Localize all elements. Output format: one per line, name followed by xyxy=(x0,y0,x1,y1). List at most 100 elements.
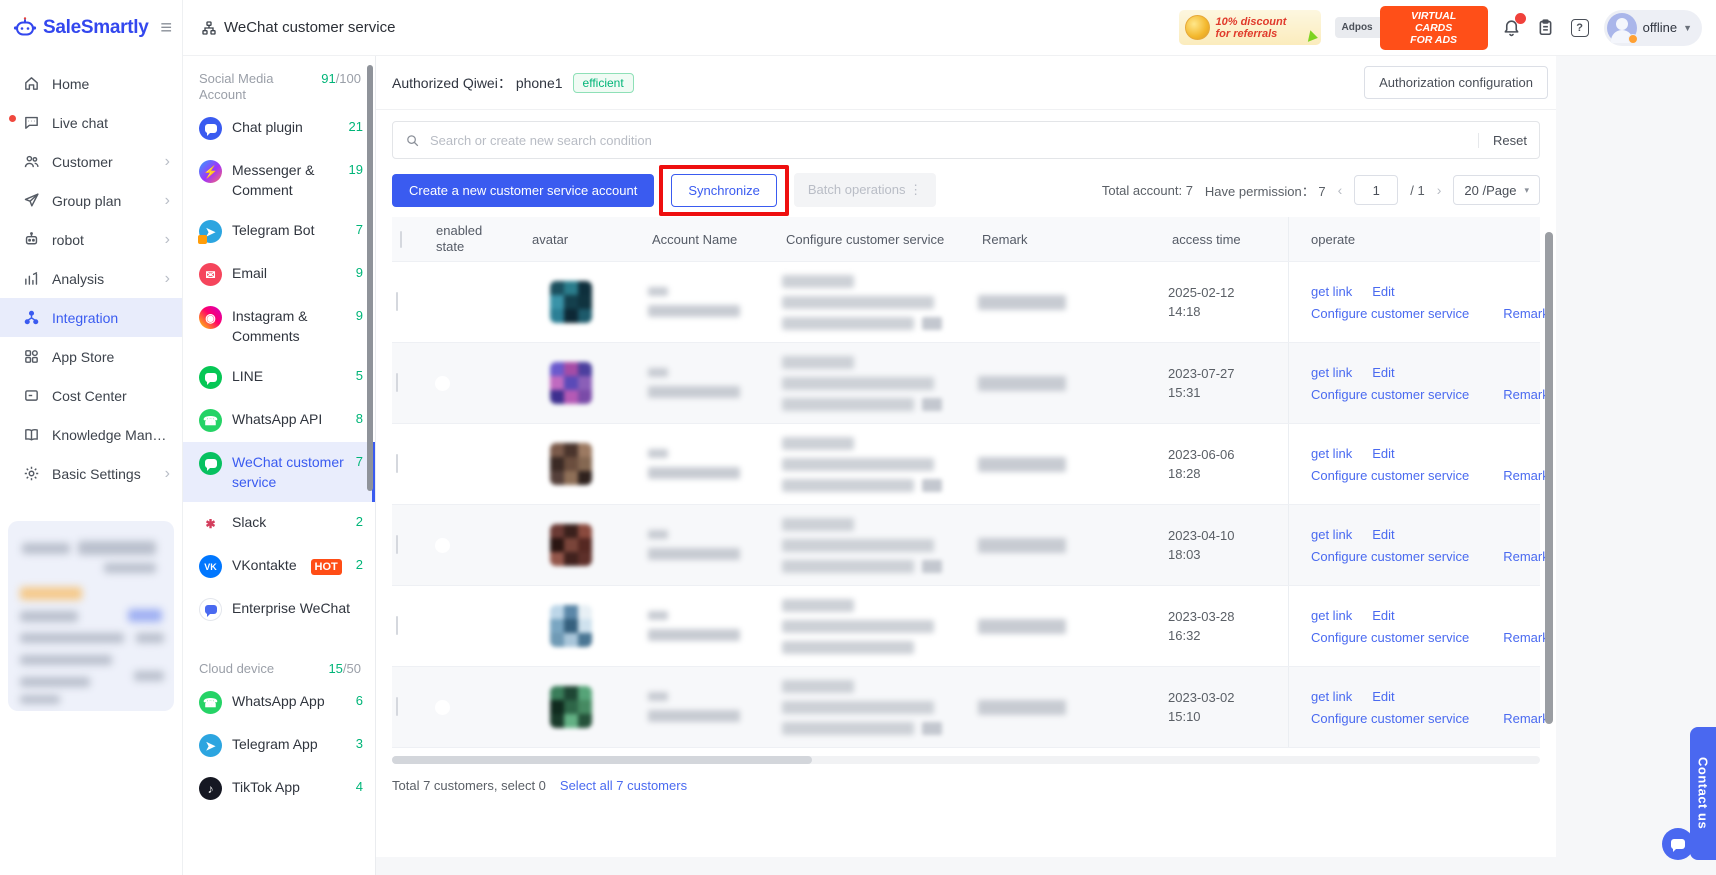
col-enabled-state: enabled state xyxy=(436,223,483,254)
sidebar-item[interactable]: robot › xyxy=(0,220,182,259)
contact-us-tab[interactable]: Contact us xyxy=(1690,727,1716,860)
remark-button[interactable]: Remark xyxy=(1503,548,1549,564)
configure-customer-service-button[interactable]: Configure customer service xyxy=(1311,467,1470,483)
overflow-badge xyxy=(922,397,942,411)
notifications-button[interactable] xyxy=(1502,12,1526,38)
channel-item[interactable]: Enterprise WeChat xyxy=(183,588,375,631)
sidebar-item[interactable]: Knowledge Mana... xyxy=(0,415,182,454)
horizontal-scrollbar[interactable] xyxy=(392,756,1540,764)
edit-button[interactable]: Edit xyxy=(1372,607,1395,623)
notification-badge xyxy=(1514,12,1526,24)
prev-page-button[interactable]: ‹ xyxy=(1337,182,1343,198)
channel-item[interactable]: ☎ WhatsApp API 8 xyxy=(183,399,375,442)
channel-item[interactable]: ♪ TikTok App 4 xyxy=(183,767,375,810)
remark-button[interactable]: Remark xyxy=(1503,305,1549,321)
collapse-sidebar-icon[interactable]: ≡ xyxy=(160,17,172,39)
channel-item[interactable]: Chat plugin 21 xyxy=(183,107,375,150)
hot-badge: HOT xyxy=(310,558,342,575)
user-menu[interactable]: offline ▼ xyxy=(1603,9,1702,46)
get-link-button[interactable]: get link xyxy=(1311,364,1353,380)
total-account-label: Total account: xyxy=(1101,182,1183,198)
channel-name: Chat plugin xyxy=(232,119,303,135)
configure-customer-service-button[interactable]: Configure customer service xyxy=(1311,710,1470,726)
reset-button[interactable]: Reset xyxy=(1478,132,1527,148)
select-all-link[interactable]: Select all 7 customers xyxy=(559,778,688,793)
authorization-configuration-button[interactable]: Authorization configuration xyxy=(1364,66,1548,99)
channel-item[interactable]: ✱ Slack 2 xyxy=(183,502,375,545)
current-page-input[interactable]: 1 xyxy=(1354,175,1399,205)
configure-customer-service-button[interactable]: Configure customer service xyxy=(1311,386,1470,402)
channel-item[interactable]: ⚡ Messenger & Comment 19 xyxy=(183,150,375,210)
row-checkbox[interactable] xyxy=(396,292,398,311)
sidebar-item[interactable]: App Store xyxy=(0,337,182,376)
synchronize-button[interactable]: Synchronize xyxy=(671,173,777,207)
get-link-button[interactable]: get link xyxy=(1311,445,1353,461)
select-all-checkbox[interactable] xyxy=(400,230,402,248)
search-input[interactable]: Search or create new search condition Re… xyxy=(392,121,1540,159)
edit-button[interactable]: Edit xyxy=(1372,526,1395,542)
sidebar-item[interactable]: Cost Center xyxy=(0,376,182,415)
sidebar-item[interactable]: Live chat xyxy=(0,103,182,142)
row-checkbox[interactable] xyxy=(396,535,398,554)
referral-discount-banner[interactable]: 10% discount for referrals xyxy=(1178,10,1321,45)
channel-panel-scrollbar[interactable] xyxy=(367,65,373,491)
sidebar-item[interactable]: Customer › xyxy=(0,142,182,181)
help-button[interactable]: ? xyxy=(1570,18,1590,38)
channel-item[interactable]: ➤ Telegram App 3 xyxy=(183,724,375,767)
sidebar-item[interactable]: Group plan › xyxy=(0,181,182,220)
sidebar-item[interactable]: Home xyxy=(0,64,182,103)
row-checkbox[interactable] xyxy=(396,697,398,716)
sidebar-item[interactable]: Integration xyxy=(0,298,182,337)
remark-button[interactable]: Remark xyxy=(1503,629,1549,645)
edit-button[interactable]: Edit xyxy=(1372,688,1395,704)
edit-button[interactable]: Edit xyxy=(1372,364,1395,380)
sidebar-item-icon xyxy=(23,153,40,170)
get-link-button[interactable]: get link xyxy=(1311,283,1353,299)
channel-item[interactable]: ☎ WhatsApp App 6 xyxy=(183,681,375,724)
configure-customer-service-button[interactable]: Configure customer service xyxy=(1311,548,1470,564)
channel-name: WhatsApp API xyxy=(232,411,323,427)
page-size-select[interactable]: 20 /Page ▾ xyxy=(1453,175,1540,205)
channel-icon: ➤ xyxy=(198,220,222,244)
channel-item[interactable]: VK VKontakte HOT 2 xyxy=(183,545,375,588)
get-link-button[interactable]: get link xyxy=(1311,526,1353,542)
play-icon xyxy=(1307,30,1319,44)
sidebar-item[interactable]: Analysis › xyxy=(0,259,182,298)
tasks-button[interactable] xyxy=(1536,18,1556,38)
chat-widget-button[interactable] xyxy=(1662,828,1694,860)
row-checkbox[interactable] xyxy=(396,616,398,635)
access-clock: 18:03 xyxy=(1168,547,1201,562)
configure-customer-service-button[interactable]: Configure customer service xyxy=(1311,305,1470,321)
configure-customer-service-button[interactable]: Configure customer service xyxy=(1311,629,1470,645)
get-link-button[interactable]: get link xyxy=(1311,607,1353,623)
channel-item[interactable]: ✉ Email 9 xyxy=(183,253,375,296)
channel-icon xyxy=(199,117,222,140)
horizontal-scrollbar-thumb[interactable] xyxy=(392,756,812,764)
batch-operations-button[interactable]: Batch operations ⋮ xyxy=(793,173,937,207)
remark-button[interactable]: Remark xyxy=(1503,710,1549,726)
channel-item[interactable]: ➤ Telegram Bot 7 xyxy=(183,210,375,253)
next-page-button[interactable]: › xyxy=(1436,182,1442,198)
vertical-scrollbar[interactable] xyxy=(1545,232,1553,724)
channel-item[interactable]: WeChat customer service 7 xyxy=(183,442,375,502)
have-permission-value: 7 xyxy=(1318,183,1326,199)
virtual-cards-banner[interactable]: Adpos VIRTUAL CARDS FOR ADS xyxy=(1334,5,1488,50)
notification-dot xyxy=(9,115,16,122)
row-checkbox[interactable] xyxy=(396,454,398,473)
get-link-button[interactable]: get link xyxy=(1311,688,1353,704)
row-checkbox[interactable] xyxy=(396,373,398,392)
edit-button[interactable]: Edit xyxy=(1372,445,1395,461)
sidebar-item-icon xyxy=(23,387,40,404)
edit-button[interactable]: Edit xyxy=(1372,283,1395,299)
sidebar-item[interactable]: Basic Settings › xyxy=(0,454,182,493)
col-access-time: access time xyxy=(1172,231,1241,247)
create-account-button[interactable]: Create a new customer service account xyxy=(392,173,655,207)
channel-item[interactable]: ◉ Instagram & Comments 9 xyxy=(183,296,375,356)
access-time: 2023-04-10 18:03 xyxy=(1168,526,1288,564)
channel-count: 8 xyxy=(355,411,363,426)
salesmartly-logo-icon xyxy=(13,17,37,36)
remark-button[interactable]: Remark xyxy=(1503,467,1549,483)
channel-item[interactable]: LINE 5 xyxy=(183,356,375,399)
remark-button[interactable]: Remark xyxy=(1503,386,1549,402)
channel-icon: ➤ xyxy=(199,734,222,757)
